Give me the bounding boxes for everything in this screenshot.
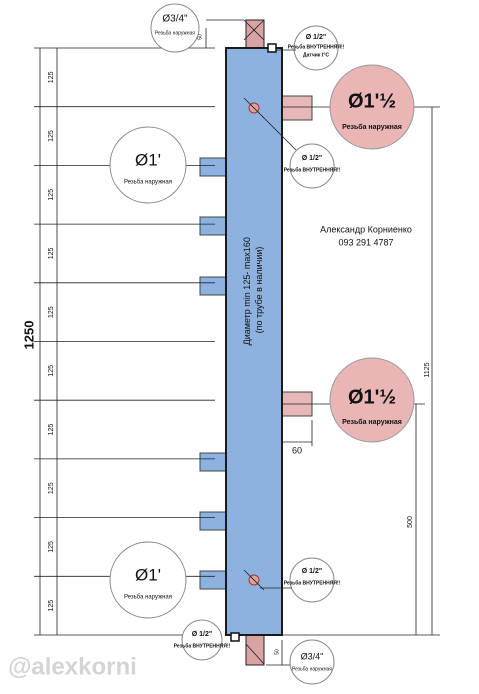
callout-note: Резьба ВНУТРЕННЯЯ!!	[174, 642, 231, 649]
callout-circle	[289, 639, 335, 685]
drain-port	[230, 632, 240, 642]
right-nozzle	[281, 95, 313, 121]
callout-circle	[109, 541, 187, 619]
callout-note: Резьба наружная	[292, 666, 332, 672]
callout-size: Ø 1/2"	[302, 568, 322, 575]
callout-size: Ø1'	[135, 565, 161, 584]
callout-note: Резьба ВНУТРЕННЯЯ!!	[284, 579, 341, 586]
body-label: Диаметр min 125- max160 (по трубе в нали…	[242, 235, 264, 346]
sensor-port	[267, 43, 277, 53]
callout-circle	[109, 126, 187, 204]
dimension-label: 60	[292, 445, 302, 455]
left-nozzle	[199, 452, 227, 472]
dimension-label: 500	[407, 516, 414, 528]
dimension-label: 50	[197, 34, 203, 40]
callout-note: Резьба наружная	[124, 595, 172, 601]
left-nozzles	[199, 157, 227, 590]
section-dimension: 125	[48, 482, 55, 494]
callout-size: Ø1'	[135, 150, 161, 169]
callout-circle	[150, 3, 200, 53]
callout-note: Резьба ВНУТРЕННЯЯ!!	[288, 43, 345, 50]
callout-note: Резьба наружная	[155, 30, 195, 36]
left-nozzle	[199, 157, 227, 177]
section-dimension: 125	[48, 248, 55, 260]
callout-circle	[329, 357, 415, 443]
hydro-separator-body	[225, 47, 283, 636]
watermark: @alexkorni	[8, 653, 137, 680]
callout-size: Ø 1/2"	[302, 155, 322, 162]
callout-circle	[289, 143, 335, 189]
section-dimension: 125	[48, 541, 55, 553]
section-dimension: 125	[48, 424, 55, 436]
cross	[243, 569, 265, 591]
callout-extra: Датчик t°C	[303, 52, 329, 58]
callout-circle	[181, 619, 223, 661]
callout-note: Резьба наружная	[124, 180, 172, 186]
body-label-line: Диаметр min 125- max160	[242, 237, 252, 345]
callout-circle	[293, 25, 339, 71]
section-dimension: 125	[48, 365, 55, 377]
section-dimension: 125	[48, 189, 55, 201]
callout-circle	[289, 557, 335, 603]
author-phone: 093 291 4787	[338, 237, 393, 247]
section-dimension: 125	[48, 600, 55, 612]
callouts: Ø3/4" Резьба наружная Ø 1/2" Резьба ВНУТРЕН…	[124, 14, 402, 673]
leader-line	[261, 115, 297, 151]
callout-note: Резьба наружная	[342, 418, 402, 426]
total-dimension: 1250	[21, 321, 36, 350]
port-markers	[243, 19, 265, 665]
left-nozzle	[199, 570, 227, 590]
callout-circle	[329, 64, 415, 150]
left-nozzle	[199, 276, 227, 296]
dimension-label: 50	[274, 649, 280, 655]
callout-size: Ø3/4"	[301, 651, 324, 661]
callout-size: Ø3/4"	[162, 14, 188, 25]
cross	[245, 643, 265, 665]
callout-size: Ø 1/2"	[306, 34, 326, 41]
left-nozzle	[199, 216, 227, 236]
callout-size: Ø1'½	[348, 386, 396, 408]
section-dimension: 125	[48, 306, 55, 318]
callout-note: Резьба ВНУТРЕННЯЯ!!	[284, 166, 341, 173]
callout-size: Ø 1/2"	[192, 631, 212, 638]
dimension-label: 1125	[424, 362, 431, 377]
left-nozzle	[199, 511, 227, 531]
section-dimension: 125	[48, 130, 55, 142]
author-name: Александр Корниенко	[320, 224, 412, 234]
callout-size: Ø1'½	[348, 90, 396, 112]
cross	[243, 97, 265, 119]
section-dimension: 125	[48, 71, 55, 83]
callout-note: Резьба наружная	[342, 123, 402, 131]
body-label-line: (по трубе в наличии)	[254, 247, 264, 334]
cross	[243, 19, 265, 41]
